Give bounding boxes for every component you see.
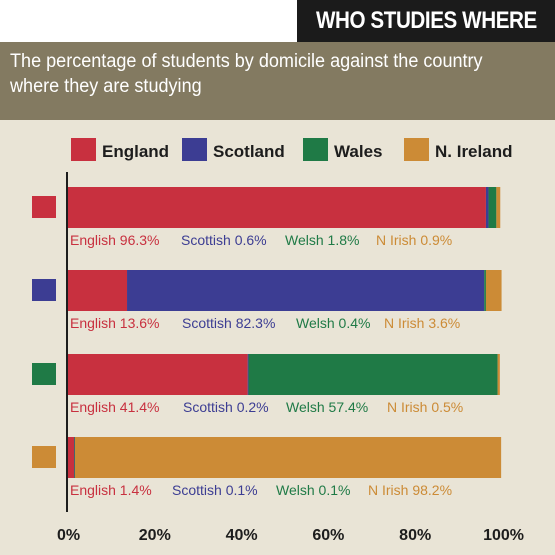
x-tick-label-5: 100% [483, 527, 524, 544]
bar-england-wales [488, 187, 497, 228]
legend-label-england: England [102, 142, 169, 161]
bar-n-ireland-england [68, 437, 75, 478]
data-label-n-ireland-wales: Welsh 0.1% [276, 482, 350, 498]
row-marker-n-ireland [32, 446, 56, 468]
x-tick-label-3: 60% [312, 527, 344, 544]
bar-n-ireland-n-ireland [74, 437, 502, 478]
data-label-england-n-ireland: N Irish 0.9% [376, 232, 452, 248]
bar-wales-n-ireland [497, 354, 500, 395]
bar-wales-wales [248, 354, 498, 395]
bar-scotland-scotland [127, 270, 485, 311]
data-label-scotland-england: English 13.6% [70, 315, 160, 331]
data-label-wales-scotland: Scottish 0.2% [183, 399, 269, 415]
data-label-england-england: English 96.3% [70, 232, 160, 248]
x-tick-label-2: 40% [226, 527, 258, 544]
row-marker-wales [32, 363, 56, 385]
row-marker-england [32, 196, 56, 218]
bar-england-n-ireland [496, 187, 501, 228]
subtitle-banner [0, 42, 555, 120]
bar-wales-scotland [247, 354, 249, 395]
bar-wales-england [68, 354, 248, 395]
chart-subtitle: The percentage of students by domicile a… [10, 49, 550, 99]
bar-n-ireland-scotland [74, 437, 75, 478]
data-label-n-ireland-n-ireland: N Irish 98.2% [368, 482, 452, 498]
data-label-scotland-n-ireland: N Irish 3.6% [384, 315, 460, 331]
subtitle-line-2: where they are studying [10, 76, 202, 97]
data-label-wales-wales: Welsh 57.4% [286, 399, 368, 415]
bar-scotland-wales [484, 270, 486, 311]
legend-label-wales: Wales [334, 142, 383, 161]
data-label-scotland-wales: Welsh 0.4% [296, 315, 370, 331]
data-label-england-scotland: Scottish 0.6% [181, 232, 267, 248]
bar-england-england [68, 187, 486, 228]
bar-scotland-england [68, 270, 128, 311]
bar-scotland-n-ireland [485, 270, 502, 311]
row-marker-scotland [32, 279, 56, 301]
legend-swatch-wales [303, 138, 328, 161]
bar-england-scotland [485, 187, 489, 228]
chart-title: WHO STUDIES WHERE [297, 0, 555, 42]
data-label-england-wales: Welsh 1.8% [285, 232, 359, 248]
data-label-n-ireland-england: English 1.4% [70, 482, 152, 498]
x-tick-label-4: 80% [399, 527, 431, 544]
x-tick-label-1: 20% [139, 527, 171, 544]
legend-swatch-scotland [182, 138, 207, 161]
bar-n-ireland-wales [74, 437, 76, 478]
legend-swatch-n-ireland [404, 138, 429, 161]
data-label-wales-n-ireland: N Irish 0.5% [387, 399, 463, 415]
data-label-n-ireland-scotland: Scottish 0.1% [172, 482, 258, 498]
legend-label-n-ireland: N. Ireland [435, 142, 512, 161]
data-label-scotland-scotland: Scottish 82.3% [182, 315, 275, 331]
legend-label-scotland: Scotland [213, 142, 285, 161]
x-tick-label-0: 0% [57, 527, 80, 544]
data-label-wales-england: English 41.4% [70, 399, 160, 415]
legend-swatch-england [71, 138, 96, 161]
subtitle-line-1: The percentage of students by domicile a… [10, 51, 483, 72]
